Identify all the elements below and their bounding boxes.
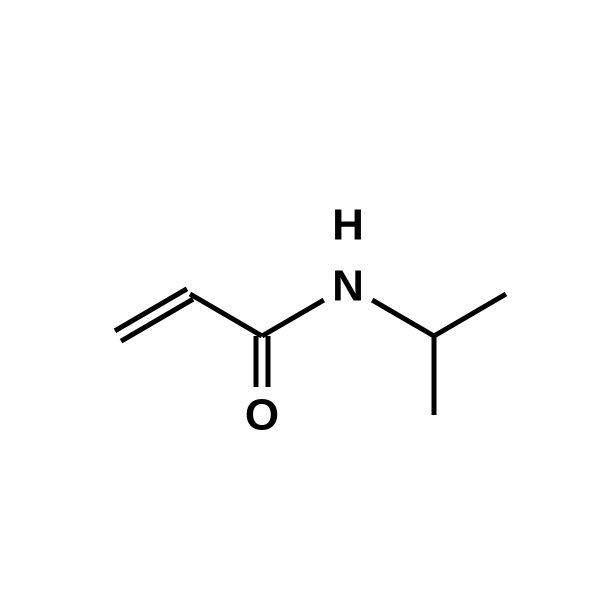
bond-line	[372, 300, 434, 336]
atom-label-nh: H	[332, 201, 364, 250]
atom-label-n: N	[332, 262, 364, 311]
atom-label-o: O	[245, 391, 279, 440]
bond-line	[434, 294, 506, 336]
bond-line	[262, 300, 324, 336]
molecule-diagram: O NH	[0, 0, 600, 600]
bond-line	[190, 294, 262, 336]
